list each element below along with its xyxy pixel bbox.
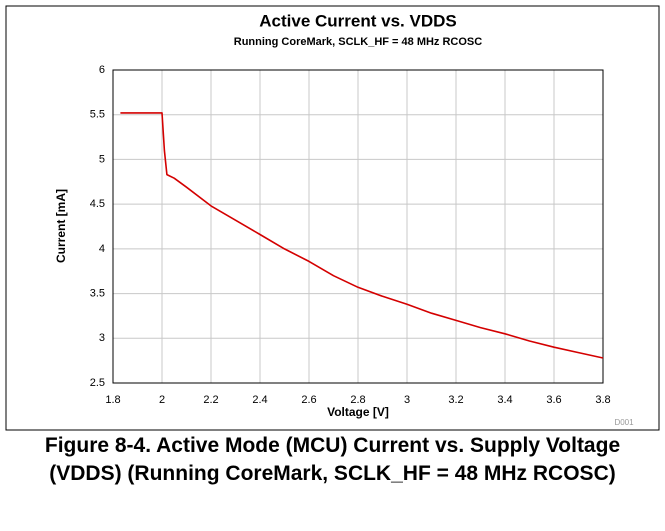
x-tick-label: 3.8 <box>595 394 610 406</box>
x-tick-label: 2.4 <box>252 394 267 406</box>
y-tick-label: 4 <box>99 243 105 255</box>
plot-frame <box>112 69 604 384</box>
y-tick-label: 3 <box>99 332 105 344</box>
figure-caption: Figure 8-4. Active Mode (MCU) Current vs… <box>44 434 621 485</box>
y-tick-label: 2.5 <box>90 377 105 389</box>
annotation: D001 <box>614 418 634 427</box>
data-line <box>120 112 604 359</box>
chart-subtitle: Running CoreMark, SCLK_HF = 48 MHz RCOSC <box>234 36 483 48</box>
x-tick-label: 2 <box>159 394 165 406</box>
chart: Active Current vs. VDDS Running CoreMark… <box>5 5 660 431</box>
chart-frame <box>5 5 660 431</box>
y-tick-label: 5.5 <box>90 109 105 121</box>
x-tick-label: 2.8 <box>350 394 365 406</box>
x-tick-label: 3 <box>404 394 410 406</box>
x-tick-label: 1.8 <box>105 394 120 406</box>
y-tick-label: 3.5 <box>90 287 105 299</box>
x-axis-label: Voltage [V] <box>327 405 389 419</box>
x-tick-label: 3.4 <box>497 394 512 406</box>
x-tick-label: 3.2 <box>448 394 463 406</box>
y-tick-label: 5 <box>99 153 105 165</box>
y-axis-label: Current [mA] <box>54 189 68 263</box>
chart-title: Active Current vs. VDDS <box>259 11 456 30</box>
x-tick-label: 3.6 <box>546 394 561 406</box>
y-tick-label: 4.5 <box>90 198 105 210</box>
x-tick-label: 2.2 <box>203 394 218 406</box>
y-tick-label: 6 <box>99 64 105 76</box>
x-tick-label: 2.6 <box>301 394 316 406</box>
